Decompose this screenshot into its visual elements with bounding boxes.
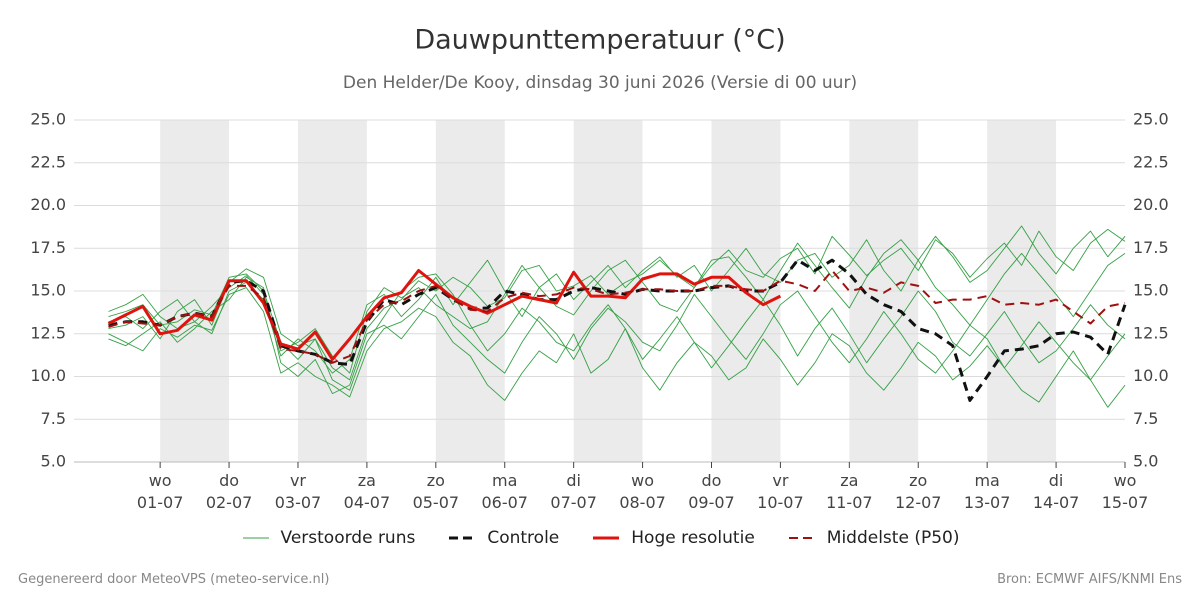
legend-entry: Verstoorde runs — [241, 528, 416, 548]
x-tick-label: ma 13-07 — [963, 471, 1011, 512]
footer-left: Gegenereerd door MeteoVPS (meteo-service… — [18, 572, 330, 587]
x-tick-label: wo 15-07 — [1101, 471, 1149, 512]
y2-tick-label: 22.5 — [1133, 152, 1169, 171]
legend-entry: Middelste (P50) — [787, 528, 960, 548]
y-tick-label: 7.5 — [41, 409, 66, 428]
y-tick-label: 15.0 — [30, 281, 66, 300]
x-tick-label: wo 08-07 — [619, 471, 666, 512]
legend-label: Hoge resolutie — [631, 528, 755, 548]
x-tick-label: vr 10-07 — [757, 471, 804, 512]
legend-label: Controle — [487, 528, 560, 548]
ensemble-line — [108, 276, 1126, 395]
legend-label: Middelste (P50) — [826, 528, 960, 548]
x-tick-label: za 11-07 — [826, 471, 873, 512]
x-tick-label: di 07-07 — [550, 471, 597, 512]
chart-subtitle: Den Helder/De Kooy, dinsdag 30 juni 2026… — [343, 73, 857, 93]
ensemble-line — [108, 268, 1126, 391]
ensemble-line — [108, 225, 1126, 374]
legend-label: Verstoorde runs — [280, 528, 416, 548]
x-tick-label: do 09-07 — [688, 471, 735, 512]
y-tick-label: 17.5 — [30, 238, 66, 257]
x-tick-label: zo 05-07 — [412, 471, 460, 512]
x-tick-label: wo 01-07 — [136, 471, 184, 512]
legend-swatch — [449, 536, 476, 540]
x-tick-label: za 04-07 — [343, 471, 391, 512]
ensemble-line — [108, 287, 1126, 408]
legend-entry: Controle — [447, 528, 559, 548]
y2-tick-label: 7.5 — [1133, 409, 1158, 428]
y2-tick-label: 12.5 — [1133, 323, 1169, 342]
y2-tick-label: 20.0 — [1133, 195, 1169, 214]
y2-tick-label: 5.0 — [1133, 452, 1158, 471]
y-tick-label: 20.0 — [30, 195, 66, 214]
y-tick-label: 10.0 — [30, 366, 66, 385]
legend-swatch — [242, 537, 269, 539]
y2-tick-label: 25.0 — [1133, 110, 1169, 129]
y2-tick-label: 15.0 — [1133, 281, 1169, 300]
x-tick-label: di 14-07 — [1032, 471, 1080, 512]
footer-right: Bron: ECMWF AIFS/KNMI Ens — [997, 572, 1182, 587]
y-tick-label: 12.5 — [30, 323, 66, 342]
y-tick-label: 25.0 — [30, 110, 66, 129]
x-tick-label: vr 03-07 — [274, 471, 322, 512]
x-tick-label: ma 06-07 — [481, 471, 528, 512]
legend-swatch — [593, 536, 620, 540]
y-tick-label: 5.0 — [41, 452, 66, 471]
y2-tick-label: 10.0 — [1133, 366, 1169, 385]
x-tick-label: do 02-07 — [205, 471, 253, 512]
chart-title: Dauwpunttemperatuur (°C) — [414, 25, 785, 56]
y2-tick-label: 17.5 — [1133, 238, 1169, 257]
legend-entry: Hoge resolutie — [591, 528, 755, 548]
series-line — [108, 269, 1126, 364]
y-tick-label: 22.5 — [30, 152, 66, 171]
x-tick-label: zo 12-07 — [894, 471, 942, 512]
legend: Verstoorde runs Controle Hoge resolutie Mid… — [0, 528, 1200, 548]
legend-swatch — [788, 537, 815, 539]
